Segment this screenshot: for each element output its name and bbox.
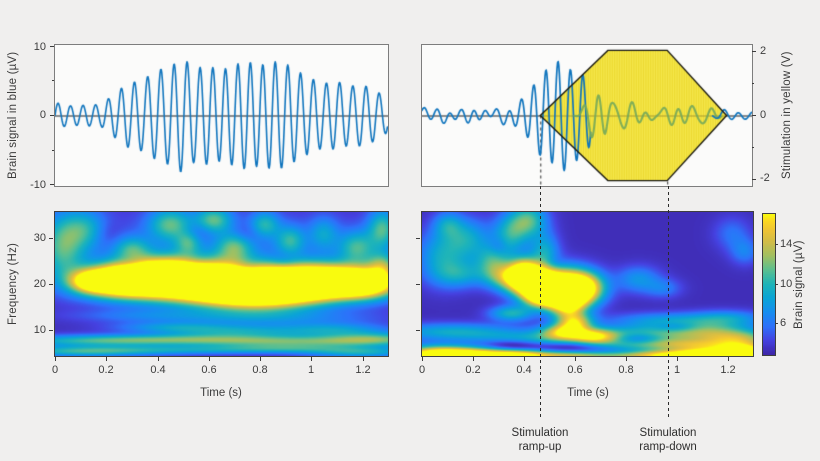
tick-mark [52,150,54,151]
bottom-right-xlabel: Time (s) [567,387,609,399]
ramp-down-annotation-line2: ramp-down [639,441,697,453]
colorbar-canvas [763,214,775,355]
time-xtick: 0.2 [465,364,481,376]
tick-mark [677,357,678,361]
bottom-right-spectrogram [421,211,754,357]
top-left-waveform-canvas [55,45,388,186]
tick-mark [106,357,107,361]
top-left-ytick: 0 [39,109,46,121]
bottom-left-spectrogram [54,211,389,357]
ramp-down-annotation-line1: Stimulation [639,427,697,439]
tick-mark [752,179,756,180]
colorbar-tick: 6 [780,317,787,329]
tick-mark [416,330,420,331]
top-left-ytick: -10 [30,179,46,191]
top-left-axes [54,44,389,187]
time-xtick: 1 [673,364,681,376]
tick-mark [49,284,53,285]
top-right-axes [421,44,753,187]
tick-mark [363,357,364,361]
ramp-down-annotation: Stimulation ramp-down [608,426,728,454]
ramp-up-annotation: Stimulation ramp-up [480,426,600,454]
freq-ytick: 20 [33,278,46,290]
tick-mark [626,357,627,361]
bottom-left-spectrogram-canvas [55,212,388,356]
colorbar [762,213,776,356]
tick-mark [752,83,754,84]
tick-mark [775,323,778,324]
time-xtick: 0 [418,364,426,376]
time-xtick: 1.2 [720,364,736,376]
freq-ytick: 10 [33,324,46,336]
tick-mark [416,238,420,239]
ramp-up-annotation-line1: Stimulation [511,427,569,439]
tick-mark [49,238,53,239]
top-right-ytick: 0 [760,109,767,121]
tick-mark [52,80,54,81]
tick-mark [416,284,420,285]
tick-mark [50,184,54,185]
time-xtick: 1 [307,364,315,376]
time-xtick: 0.4 [150,364,166,376]
time-xtick: 0.6 [567,364,583,376]
tick-mark [775,244,778,245]
ramp-down-dashed-line [668,186,669,420]
tick-mark [158,357,159,361]
bottom-right-spectrogram-canvas [422,212,753,356]
time-xtick: 0.4 [516,364,532,376]
tick-mark [422,357,423,361]
tick-mark [524,357,525,361]
tick-mark [55,357,56,361]
tick-mark [311,357,312,361]
time-xtick: 1.2 [355,364,371,376]
tick-mark [50,46,54,47]
tick-mark [752,115,756,116]
ramp-up-dashed-line [540,186,541,420]
top-right-ytick: -2 [760,172,770,184]
tick-mark [473,357,474,361]
top-right-ytick: 2 [760,45,767,57]
tick-mark [752,147,754,148]
tick-mark [49,330,53,331]
colorbar-tick: 14 [780,238,793,250]
tick-mark [775,284,778,285]
time-xtick: 0.8 [252,364,268,376]
time-xtick: 0.8 [618,364,634,376]
tick-mark [50,115,54,116]
freq-ytick: 30 [33,232,46,244]
colorbar-tick: 10 [780,278,793,290]
tick-mark [575,357,576,361]
ramp-up-annotation-line2: ramp-up [518,441,562,453]
time-xtick: 0.2 [98,364,114,376]
tick-mark [260,357,261,361]
top-right-stimulation-canvas [422,45,752,186]
time-xtick: 0 [51,364,59,376]
tick-mark [209,357,210,361]
tick-mark [752,51,756,52]
bottom-left-xlabel: Time (s) [200,387,242,399]
time-xtick: 0.6 [201,364,217,376]
tick-mark [728,357,729,361]
top-left-ytick: 10 [33,41,46,53]
